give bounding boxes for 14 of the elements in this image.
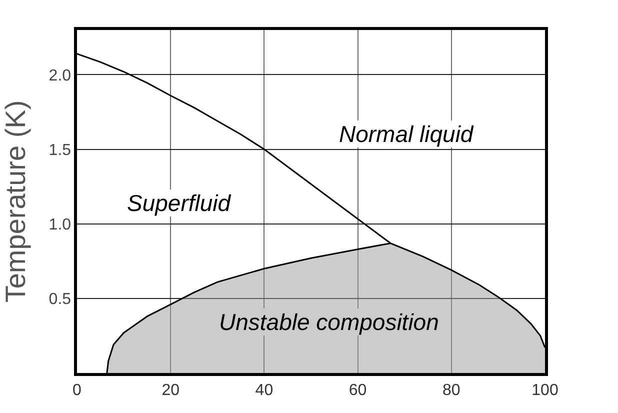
x-tick-label: 20: [162, 382, 180, 399]
annotation: Unstable composition: [219, 309, 439, 335]
annotation: Normal liquid: [339, 121, 474, 147]
annotation: Superfluid: [127, 190, 232, 216]
y-tick-label: 1.5: [48, 142, 72, 159]
x-tick-label: 40: [255, 382, 274, 399]
y-tick-label: 0.5: [48, 291, 72, 308]
x-tick-label: 60: [348, 382, 367, 399]
y-tick-label: 2.0: [48, 67, 72, 84]
x-tick-label: 100: [532, 382, 558, 399]
y-axis-title: Temperature (K): [0, 100, 31, 303]
x-tick-label: 0: [72, 382, 82, 399]
x-tick-label: 80: [442, 382, 460, 399]
y-tick-label: 1.0: [48, 216, 72, 234]
